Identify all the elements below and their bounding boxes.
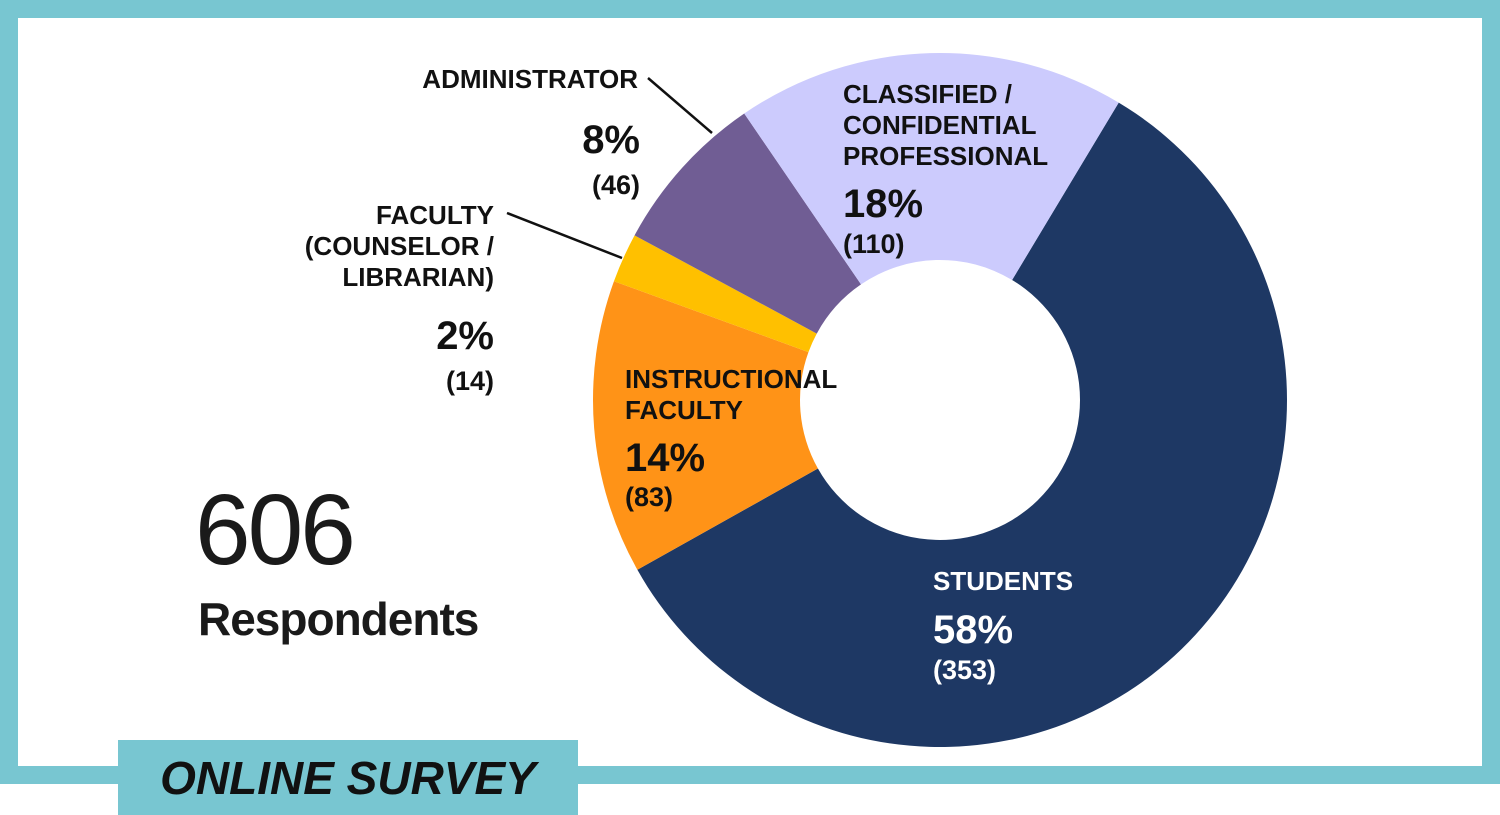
survey-type-banner: ONLINE SURVEY [118,740,578,815]
label-administrator-count: (46) [591,170,640,200]
donut-slice-students [637,102,1287,747]
label-classified-percent: 18% [843,182,924,226]
total-respondents-number: 606 [195,474,356,586]
survey-type-label: ONLINE SURVEY [160,751,536,804]
donut-slice-faculty-counselor-librarian [613,235,817,353]
frame-rect [0,0,1500,784]
label-students-category: STUDENTS [933,566,1074,596]
leader-lines [506,77,713,260]
label-students-count: (353) [933,655,997,685]
label-faculty-counselor-percent: 2% [436,314,494,358]
leader-line-administrator [647,77,713,134]
donut-slice-administrator [634,113,862,334]
leader-line-faculty-counselor [506,211,623,260]
donut-slice-instructional-faculty [592,281,818,570]
donut-slices [592,52,1287,747]
label-administrator-category: ADMINISTRATOR [422,64,638,94]
label-faculty-counselor-category: FACULTY (COUNSELOR / LIBRARIAN) [304,200,494,292]
label-instructional-category: INSTRUCTIONAL FACULTY [625,364,838,425]
label-instructional-count: (83) [625,482,674,512]
label-classified-count: (110) [843,229,905,259]
label-students-percent: 58% [933,608,1014,652]
donut-slice-classified-confidential-professional [744,52,1119,285]
label-administrator-percent: 8% [582,118,640,162]
label-classified-category: CLASSIFIED / CONFIDENTIAL PROFESSIONAL [843,79,1049,171]
label-faculty-counselor-count: (14) [445,366,494,396]
label-instructional-percent: 14% [625,436,706,480]
total-respondents-label: Respondents [198,593,479,645]
